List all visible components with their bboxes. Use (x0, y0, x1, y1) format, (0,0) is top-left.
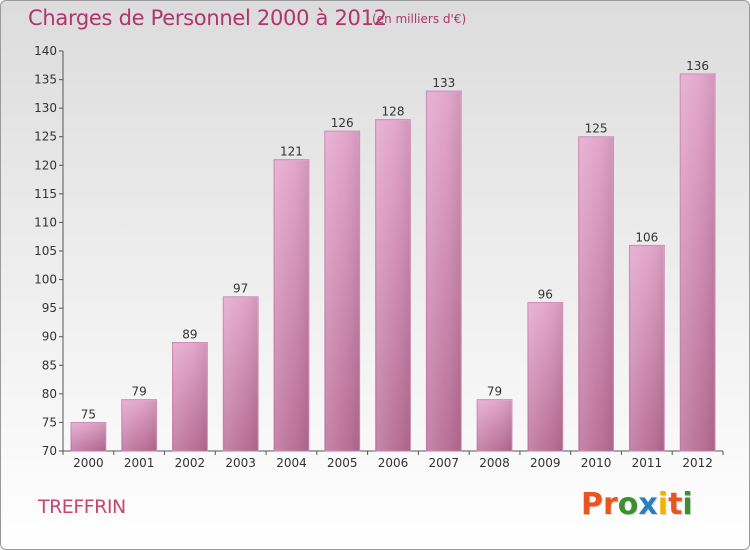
y-tick-label: 130 (34, 101, 57, 115)
data-label: 133 (432, 76, 455, 90)
y-tick-label: 85 (42, 358, 57, 372)
logo-letter: t (668, 487, 683, 522)
bar-shine (274, 160, 308, 452)
x-tick-label: 2009 (530, 456, 561, 470)
y-tick-label: 70 (42, 444, 57, 458)
bar-shine (325, 132, 359, 451)
bars (70, 73, 716, 452)
proxiti-logo: Proxiti (581, 487, 693, 522)
x-tick-label: 2011 (632, 456, 663, 470)
x-tick-label: 2006 (378, 456, 409, 470)
data-label: 121 (280, 145, 303, 159)
logo-letter: i (682, 487, 693, 522)
bar-shine (71, 423, 105, 451)
logo-letter: o (617, 487, 639, 522)
y-tick-label: 115 (34, 187, 57, 201)
x-tick-label: 2005 (327, 456, 358, 470)
data-label: 125 (585, 122, 608, 136)
x-tick-label: 2000 (73, 456, 104, 470)
data-label: 79 (487, 385, 502, 399)
data-label: 136 (686, 59, 709, 73)
data-label: 97 (233, 282, 248, 296)
data-label: 89 (182, 327, 197, 341)
y-tick-label: 135 (34, 73, 57, 87)
data-label: 126 (331, 116, 354, 130)
bar-shine (376, 120, 410, 452)
x-tick-label: 2001 (124, 456, 155, 470)
logo-letter: x (638, 487, 658, 522)
y-tick-label: 105 (34, 244, 57, 258)
y-tick-label: 95 (42, 301, 57, 315)
data-labels: 75 79 89 97 121 126 128 133 79 96 125 106 136 (81, 59, 709, 422)
x-tick-label: 2003 (225, 456, 256, 470)
axes: 70 75 80 85 90 95 100 105 110 115 120 125 130 135 140 2… (34, 44, 724, 470)
x-tick-label: 2010 (581, 456, 612, 470)
data-label: 96 (538, 287, 553, 301)
x-tick-label: 2004 (276, 456, 307, 470)
x-tick-label: 2012 (682, 456, 713, 470)
bar-shine (579, 137, 613, 451)
chart-title: Charges de Personnel 2000 à 2012 (28, 6, 387, 30)
bar-shine (528, 303, 562, 451)
commune-name: TREFFRIN (38, 496, 126, 518)
y-tick-label: 125 (34, 130, 57, 144)
data-label: 128 (382, 105, 405, 119)
logo-letter: r (603, 487, 618, 522)
bar-shine (122, 400, 156, 451)
data-label: 75 (81, 407, 96, 421)
y-tick-label: 75 (42, 415, 57, 429)
y-tick-label: 140 (34, 44, 57, 58)
data-label: 79 (132, 385, 147, 399)
y-tick-label: 90 (42, 330, 57, 344)
bar-shine (681, 74, 715, 451)
y-tick-label: 110 (34, 215, 57, 229)
x-tick-label: 2007 (428, 456, 459, 470)
bar-shine (630, 246, 664, 451)
logo-letter: P (581, 487, 603, 522)
bar-shine (478, 400, 512, 451)
chart-subtitle: (en milliers d'€) (372, 12, 467, 26)
x-tick-label: 2008 (479, 456, 510, 470)
y-tick-label: 80 (42, 387, 57, 401)
data-label: 106 (635, 230, 658, 244)
logo-letter: i (657, 487, 669, 522)
bar-shine (224, 297, 258, 451)
bar-shine (173, 343, 207, 451)
x-tick-label: 2002 (175, 456, 206, 470)
y-tick-label: 120 (34, 158, 57, 172)
y-tick-label: 100 (34, 273, 57, 287)
bar-shine (427, 92, 461, 451)
